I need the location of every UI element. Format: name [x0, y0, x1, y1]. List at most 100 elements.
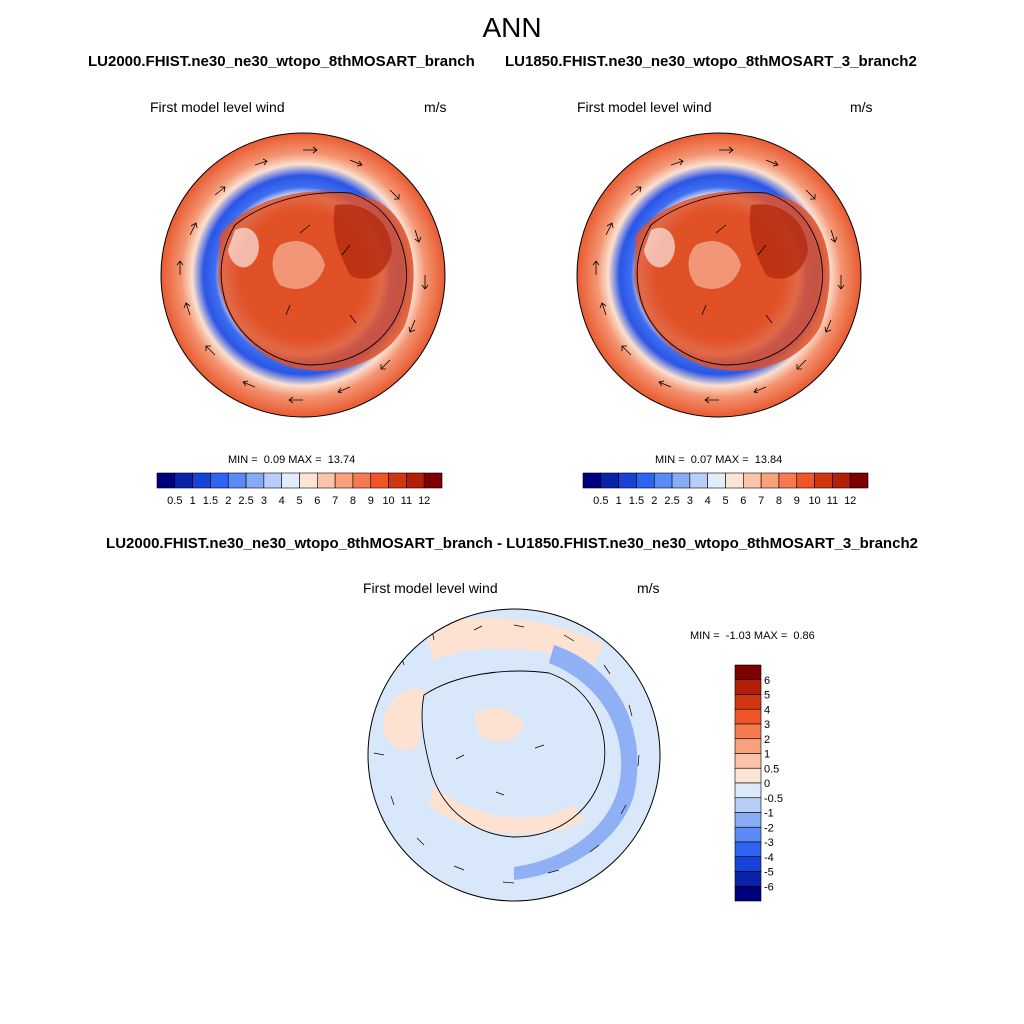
difference-minmax: MIN = -1.03 MAX = 0.86 — [690, 630, 815, 642]
colorbar-cell — [317, 472, 336, 489]
colorbar-cell — [734, 782, 762, 799]
top-right-case-title: LU1850.FHIST.ne30_ne30_wtopo_8thMOSART_3… — [505, 53, 917, 70]
difference-colorbar: 6 5 4 3 2 1 0.5 0 -0.5 -1 -2 -3 -4 -5 -6 — [734, 664, 783, 902]
wind-vectors — [592, 146, 845, 404]
colorbar-tick-label: 11 — [401, 495, 412, 507]
colorbar-cell — [653, 472, 673, 489]
colorbar-cell — [734, 753, 762, 769]
map-boundary — [160, 132, 446, 418]
top-left-map — [160, 132, 446, 418]
colorbar-tick-label: 10 — [808, 495, 820, 507]
colorbar-tick-label: 1 — [764, 749, 770, 761]
antarctica-coastline — [220, 192, 407, 366]
colorbar-cell — [671, 472, 691, 489]
colorbar-tick-label: 2.5 — [664, 495, 679, 507]
colorbar-tick-label: 4 — [764, 704, 770, 716]
colorbar-tick-label: 12 — [844, 495, 856, 507]
difference-map — [367, 608, 661, 902]
top-left-colorbar: 0.5 1 1.5 2 2.5 3 4 5 6 7 8 9 10 11 12 — [156, 472, 443, 507]
peninsula-calm — [228, 227, 259, 268]
colorbar-cell — [636, 472, 655, 489]
min-value: 0.09 — [263, 454, 286, 466]
colorbar-cell — [689, 472, 708, 489]
colorbar-cell — [734, 841, 762, 858]
dome-wind-max — [749, 204, 808, 279]
max-label: MAX = — [753, 630, 788, 642]
dome-wind-max — [333, 204, 392, 279]
colorbar-cell — [618, 472, 637, 489]
colorbar-cell — [210, 472, 229, 489]
colorbar-cell — [600, 472, 619, 489]
min-value: -1.03 — [725, 630, 751, 642]
colorbar-cell — [352, 472, 372, 489]
colorbar-tick-label: 10 — [382, 495, 394, 507]
colorbar-tick-label: -5 — [764, 867, 774, 879]
map-boundary — [576, 132, 862, 418]
colorbar-tick-label: 3 — [261, 495, 267, 507]
colorbar-tick-label: 3 — [687, 495, 693, 507]
colorbar-tick-label: 0.5 — [167, 495, 182, 507]
colorbar-cell — [760, 472, 780, 489]
top-right-field-label: First model level wind — [577, 99, 712, 115]
colorbar-tick-label: 2.5 — [238, 495, 253, 507]
colorbar-tick-label: 8 — [350, 495, 356, 507]
colorbar-cell — [743, 472, 762, 489]
positive-anomaly — [384, 688, 424, 751]
colorbar-tick-label: 3 — [764, 719, 770, 731]
difference-field — [368, 609, 660, 901]
top-left-minmax: MIN = 0.09 MAX = 13.74 — [228, 454, 355, 466]
colorbar-cell — [796, 472, 815, 489]
antarctica-coastline — [421, 670, 606, 838]
colorbar-tick-label: 5 — [296, 495, 302, 507]
colorbar-cell — [406, 472, 425, 489]
colorbar-cell — [778, 472, 798, 489]
colorbar-tick-label: -2 — [764, 822, 774, 834]
colorbar-tick-label: 1.5 — [629, 495, 644, 507]
colorbar-cell — [388, 472, 407, 489]
colorbar-cell — [245, 472, 265, 489]
colorbar-cell — [734, 694, 762, 710]
max-value: 13.84 — [754, 454, 783, 466]
colorbar-tick-label: -0.5 — [764, 793, 783, 805]
colorbar-cell — [174, 472, 193, 489]
colorbar-tick-label: 1 — [190, 495, 196, 507]
colorbar-tick-label: 7 — [758, 495, 764, 507]
top-left-field-label: First model level wind — [150, 99, 285, 115]
colorbar-cell — [734, 664, 762, 681]
top-right-map — [576, 132, 862, 418]
colorbar-tick-label: 4 — [705, 495, 711, 507]
colorbar-cell — [734, 708, 762, 725]
colorbar-tick-label: -1 — [764, 808, 774, 820]
colorbar-tick-label: 5 — [722, 495, 728, 507]
max-value: 13.74 — [327, 454, 356, 466]
colorbar-tick-label: 12 — [418, 495, 430, 507]
map-boundary — [367, 608, 661, 902]
colorbar-cell — [734, 738, 762, 754]
colorbar-cell — [156, 472, 176, 489]
wind-vectors — [176, 146, 429, 404]
colorbar-tick-label: 0.5 — [764, 763, 779, 775]
colorbar-tick-label: 0 — [764, 778, 770, 790]
colorbar-tick-label: 11 — [827, 495, 838, 507]
colorbar-tick-label: 2 — [225, 495, 231, 507]
min-label: MIN = — [655, 454, 685, 466]
colorbar-cell — [281, 472, 300, 489]
colorbar-tick-label: 9 — [794, 495, 800, 507]
colorbar-tick-label: 9 — [368, 495, 374, 507]
colorbar-cell — [734, 679, 762, 695]
colorbar-tick-label: 0.5 — [593, 495, 608, 507]
colorbar-cell — [734, 767, 762, 784]
colorbar-tick-label: -4 — [764, 852, 774, 864]
colorbar-cell — [734, 856, 762, 872]
colorbar-cell — [734, 871, 762, 887]
max-label: MAX = — [715, 454, 749, 466]
colorbar-tick-label: 6 — [314, 495, 320, 507]
positive-anomaly — [474, 707, 524, 742]
difference-field-label: First model level wind — [363, 580, 498, 596]
colorbar-cell — [370, 472, 389, 489]
top-right-colorbar: 0.5 1 1.5 2 2.5 3 4 5 6 7 8 9 10 11 12 — [582, 472, 869, 507]
colorbar-tick-label: 7 — [332, 495, 338, 507]
colorbar-cell — [814, 472, 833, 489]
antarctica-coastline — [636, 192, 823, 366]
top-left-case-title: LU2000.FHIST.ne30_ne30_wtopo_8thMOSART_b… — [88, 53, 475, 70]
